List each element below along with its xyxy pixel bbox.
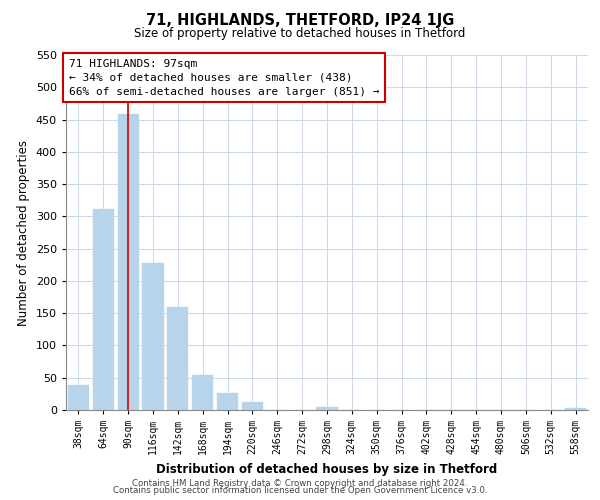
Bar [118,114,139,410]
Y-axis label: Number of detached properties: Number of detached properties [17,140,30,326]
Text: Size of property relative to detached houses in Thetford: Size of property relative to detached ho… [134,28,466,40]
Bar [68,386,89,410]
Text: 71, HIGHLANDS, THETFORD, IP24 1JG: 71, HIGHLANDS, THETFORD, IP24 1JG [146,12,454,28]
Text: Contains public sector information licensed under the Open Government Licence v3: Contains public sector information licen… [113,486,487,495]
X-axis label: Distribution of detached houses by size in Thetford: Distribution of detached houses by size … [157,462,497,475]
Bar [242,402,263,410]
Bar [565,408,586,410]
Bar [192,374,213,410]
Text: Contains HM Land Registry data © Crown copyright and database right 2024.: Contains HM Land Registry data © Crown c… [132,478,468,488]
Bar [167,306,188,410]
Bar [217,393,238,410]
Text: 71 HIGHLANDS: 97sqm
← 34% of detached houses are smaller (438)
66% of semi-detac: 71 HIGHLANDS: 97sqm ← 34% of detached ho… [68,58,379,96]
Bar [316,408,338,410]
Bar [142,264,164,410]
Bar [93,210,114,410]
